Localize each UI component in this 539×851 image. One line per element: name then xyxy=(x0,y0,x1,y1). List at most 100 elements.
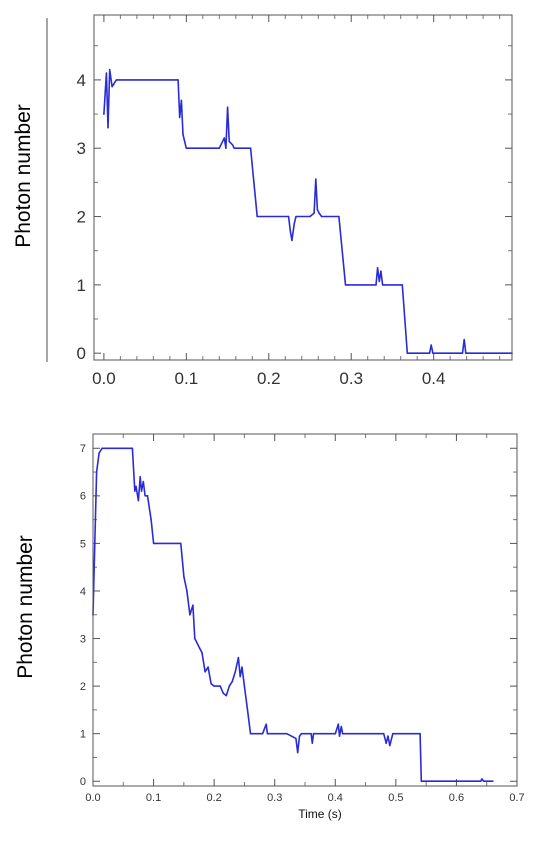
data-point xyxy=(334,732,337,735)
data-point xyxy=(341,732,344,735)
data-point xyxy=(144,495,146,497)
data-point xyxy=(385,742,388,744)
x-tick-label: 0.3 xyxy=(267,792,282,804)
data-point xyxy=(256,215,259,218)
data-point xyxy=(105,72,108,74)
data-point xyxy=(461,352,464,355)
data-point xyxy=(233,147,235,149)
data-point xyxy=(188,147,190,149)
plot-lines-top xyxy=(103,68,513,355)
data-point xyxy=(466,352,469,355)
data-point xyxy=(338,735,341,737)
x-tick-label: 0.1 xyxy=(146,792,161,804)
data-point xyxy=(207,666,209,668)
data-point xyxy=(338,215,340,218)
data-point xyxy=(313,212,315,214)
data-point xyxy=(286,732,288,735)
plot-lines-bottom xyxy=(92,447,494,783)
y-tick-label: 3 xyxy=(77,139,86,158)
data-point xyxy=(186,590,188,592)
data-point xyxy=(481,778,483,780)
data-point xyxy=(387,735,389,737)
data-point xyxy=(430,344,433,346)
data-point xyxy=(404,318,406,320)
data-point xyxy=(249,147,252,149)
x-tick-label: 0.2 xyxy=(206,792,221,804)
data-point xyxy=(204,671,206,673)
data-point xyxy=(382,732,385,735)
plot-frame-bottom xyxy=(92,433,518,787)
data-point xyxy=(341,249,344,252)
data-point xyxy=(383,284,386,286)
data-point xyxy=(231,144,234,146)
data-point xyxy=(296,751,299,754)
data-point xyxy=(422,780,424,782)
data-point xyxy=(287,215,290,218)
y-tick-label: 5 xyxy=(80,538,86,550)
data-point xyxy=(185,147,188,149)
data-point xyxy=(267,732,270,735)
data-point xyxy=(298,735,301,737)
data-point xyxy=(225,147,227,149)
x-tick-label: 0.0 xyxy=(92,369,116,388)
y-tick-label: 2 xyxy=(80,681,86,693)
data-point xyxy=(222,692,224,694)
data-point xyxy=(239,147,241,149)
y-tick-label: 4 xyxy=(77,71,86,90)
chart-panel-top: Photon number 0.0 0.1 0.2 0.3 0.4 0 1 2 3 4 xyxy=(12,14,513,388)
data-point xyxy=(196,642,198,645)
data-point xyxy=(408,352,410,355)
photon-trace-line xyxy=(103,68,513,355)
data-point xyxy=(111,85,113,88)
data-point xyxy=(310,732,312,735)
data-point xyxy=(155,542,158,545)
data-point xyxy=(420,780,423,782)
data-point xyxy=(198,647,201,649)
data-point xyxy=(201,652,203,654)
data-point xyxy=(103,113,105,115)
data-point xyxy=(140,490,143,492)
data-point xyxy=(189,614,191,616)
data-point xyxy=(210,682,212,685)
x-tick-label: 0.7 xyxy=(509,792,524,804)
data-point xyxy=(139,476,141,478)
data-point xyxy=(223,137,226,139)
data-point xyxy=(492,780,494,782)
data-point xyxy=(115,79,118,81)
plot-frame-top xyxy=(93,14,513,361)
data-point xyxy=(318,212,320,214)
data-point xyxy=(95,471,98,473)
x-tick-label: 0.1 xyxy=(175,369,199,388)
y-tick-label: 0 xyxy=(77,344,86,363)
data-point xyxy=(177,79,179,81)
data-point xyxy=(234,671,237,673)
data-point xyxy=(101,447,103,450)
data-point xyxy=(325,215,328,218)
data-point xyxy=(142,480,145,483)
photon-trace-line xyxy=(92,447,494,783)
data-point xyxy=(295,737,297,740)
y-tick-label: 7 xyxy=(80,443,86,455)
data-point xyxy=(337,723,340,725)
data-point xyxy=(135,485,137,488)
data-point xyxy=(316,208,319,211)
data-point xyxy=(343,732,346,735)
data-point xyxy=(293,222,296,225)
data-point xyxy=(320,215,323,218)
data-point xyxy=(194,637,196,640)
data-point xyxy=(419,732,421,735)
data-point xyxy=(231,680,234,683)
data-point xyxy=(241,666,243,668)
data-point xyxy=(182,133,184,136)
data-point xyxy=(228,685,231,687)
data-point xyxy=(239,675,241,678)
data-point xyxy=(433,352,436,355)
data-point xyxy=(261,732,264,735)
data-point xyxy=(265,723,268,725)
y-tick-label: 3 xyxy=(80,633,86,645)
data-point xyxy=(180,542,182,545)
data-point xyxy=(134,490,136,492)
data-point xyxy=(131,447,134,450)
data-point xyxy=(289,229,292,231)
